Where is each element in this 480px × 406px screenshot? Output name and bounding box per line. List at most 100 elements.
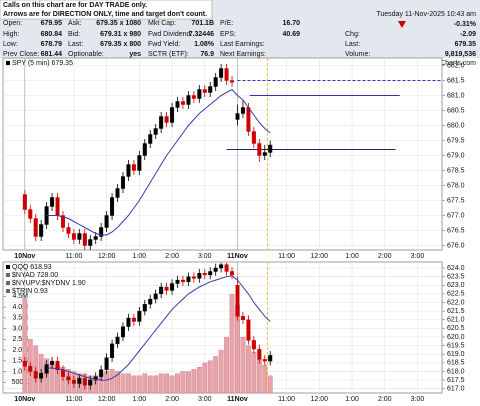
volume-bar <box>175 373 180 394</box>
candle-body <box>170 283 175 291</box>
candle-body <box>71 233 76 240</box>
panel <box>2 57 443 251</box>
candle-body <box>246 107 251 132</box>
volume-bar <box>207 360 213 394</box>
x-tick-label: 12:00 <box>311 253 329 260</box>
volume-bar <box>147 375 153 394</box>
y-tick-label: 679.0 <box>447 152 465 159</box>
candle-body <box>159 286 164 295</box>
candle-body <box>148 134 153 144</box>
candle-body <box>110 343 115 358</box>
candle-body <box>202 273 207 276</box>
quote-label: Open: <box>3 20 22 27</box>
volume-bar <box>126 373 131 394</box>
candle-body <box>246 319 251 341</box>
x-tick-label: 2:00 <box>378 396 392 403</box>
volume-bar <box>218 349 224 394</box>
candle-body <box>170 107 175 123</box>
x-tick-label: 3:00 <box>411 396 425 403</box>
candle-body <box>159 116 164 129</box>
legend-swatch <box>6 281 10 285</box>
quote-value: 681.44 <box>41 51 63 58</box>
candle-body <box>55 360 60 370</box>
candle-body <box>186 95 191 105</box>
legend-swatch <box>6 61 10 65</box>
note-box <box>0 0 213 20</box>
x-tick-label: 2:00 <box>378 253 392 260</box>
quote-value: 701.1B <box>191 20 214 27</box>
volume-tick-label: 4.5M <box>12 293 28 300</box>
candle-body <box>28 209 33 219</box>
candle-body <box>251 131 256 144</box>
candle-body <box>88 379 93 386</box>
note-line: Arrows are for DIRECTION ONLY, time and … <box>3 11 207 18</box>
candle-body <box>164 116 169 123</box>
y-tick-label: 679.5 <box>447 137 465 144</box>
candle-body <box>142 304 147 312</box>
candle-body <box>44 364 49 374</box>
volume-bar <box>202 362 208 394</box>
quote-label: Low: <box>3 41 18 48</box>
quote-label: P/E: <box>220 20 233 27</box>
volume-tick-label: 2.5M <box>12 336 28 343</box>
y-tick-label: 677.0 <box>447 212 465 219</box>
x-tick-label: 1:00 <box>345 396 359 403</box>
quote-value: 679.95 <box>41 20 63 27</box>
candle-body <box>50 360 55 365</box>
candle-body <box>230 271 235 276</box>
legend-swatch <box>6 289 10 293</box>
y-tick-label: 682.0 <box>447 62 465 69</box>
legend-swatch <box>6 265 10 269</box>
legend-swatch <box>6 273 10 277</box>
volume-bar <box>104 371 110 394</box>
candle-body <box>88 239 93 246</box>
candle-body <box>115 188 120 198</box>
volume-bar <box>109 369 115 394</box>
y-tick-label: 621.5 <box>447 308 465 315</box>
candle-body <box>126 164 131 177</box>
candle-body <box>208 271 213 276</box>
candle-body <box>219 68 224 78</box>
note-line: Calls on this chart are for DAY TRADE on… <box>3 2 147 9</box>
quote-value: 680.84 <box>41 31 63 38</box>
quote-label: Next Earnings: <box>220 51 266 58</box>
volume-bar <box>256 358 262 394</box>
volume-tick-label: 500K <box>12 379 29 386</box>
candle-body <box>208 86 213 93</box>
y-tick-label: 623.5 <box>447 273 465 280</box>
x-tick-label: 2:00 <box>165 253 179 260</box>
candle-body <box>235 113 240 120</box>
candle-body <box>219 264 224 269</box>
x-tick-label: 1:00 <box>133 253 147 260</box>
candle-body <box>115 336 120 345</box>
quote-label: EPS: <box>220 31 236 38</box>
quote-label: Last Earnings: <box>220 41 265 48</box>
candle-body <box>131 164 136 171</box>
volume-bar <box>240 336 246 394</box>
candle-body <box>180 101 185 105</box>
candle-body <box>104 357 109 370</box>
volume-bar <box>229 294 235 394</box>
legend-entry: SPY (5 min) 679.35 <box>12 60 73 67</box>
quote-value: 679.35 x 1080 <box>96 20 141 27</box>
x-tick-label: 12:00 <box>311 396 329 403</box>
candle-body <box>268 144 273 153</box>
y-tick-label: 680.0 <box>447 122 465 129</box>
candle-body <box>28 366 33 372</box>
candle-body <box>191 95 196 99</box>
candle-body <box>202 89 207 93</box>
volume-bar <box>180 371 186 394</box>
quote-value: 679.35 x 800 <box>100 41 141 48</box>
volume-bar <box>213 356 219 394</box>
summary-value: 679.35 <box>455 41 477 48</box>
candle-body <box>175 101 180 108</box>
x-tick-label: 1:00 <box>133 396 147 403</box>
candle-body <box>257 348 262 360</box>
y-tick-label: 678.5 <box>447 167 465 174</box>
volume-bar <box>120 373 126 394</box>
x-tick-label: 3:00 <box>198 396 212 403</box>
candle-body <box>153 128 158 135</box>
candle-body <box>99 227 104 237</box>
volume-bar <box>22 298 28 394</box>
quote-label: Optionable: <box>68 51 104 58</box>
